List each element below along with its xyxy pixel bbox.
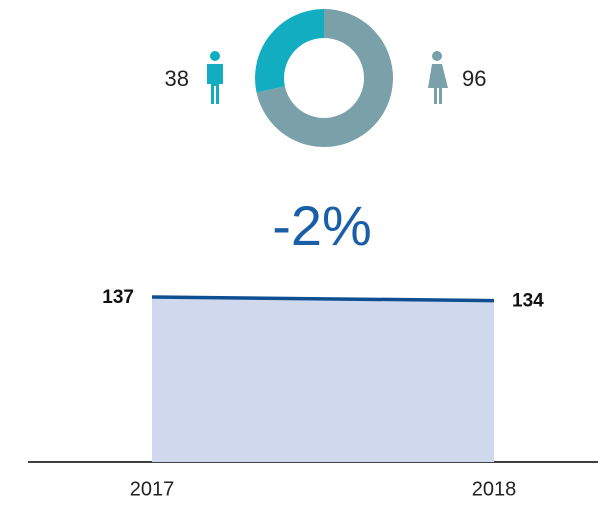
value-label: 134 [512,291,544,312]
female-icon [428,51,448,104]
x-tick-label: 2017 [130,478,175,500]
x-tick-label: 2018 [472,478,517,500]
change-title: -2% [272,194,372,257]
male-count: 38 [165,66,189,91]
area-line [151,295,495,303]
female-count: 96 [462,66,486,91]
value-label: 137 [102,287,134,308]
male-icon [207,51,223,104]
area-fill [152,297,494,462]
donut-segment [256,9,394,147]
donut-segment [255,9,324,93]
